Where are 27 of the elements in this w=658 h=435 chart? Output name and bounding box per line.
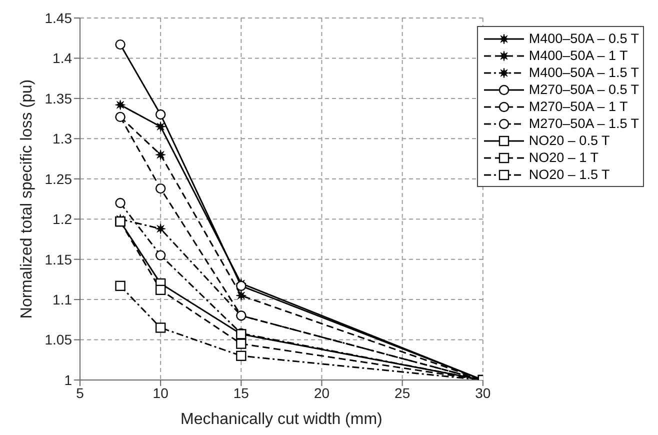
x-tick-label: 15 bbox=[233, 384, 250, 401]
legend-label: M400–50A – 1 T bbox=[528, 48, 628, 63]
x-tick-label: 30 bbox=[475, 384, 491, 401]
x-tick-label: 10 bbox=[152, 384, 169, 401]
y-tick-label: 1.3 bbox=[52, 130, 72, 147]
x-tick-label: 20 bbox=[314, 384, 330, 401]
legend-label: M270–50A – 1 T bbox=[528, 99, 628, 114]
legend-label: M400–50A – 0.5 T bbox=[528, 31, 639, 46]
y-tick-label: 1.2 bbox=[52, 211, 72, 228]
legend-label: NO20 – 1.5 T bbox=[528, 167, 610, 182]
legend-label: M270–50A – 1.5 T bbox=[528, 116, 639, 131]
x-tick-label: 5 bbox=[76, 384, 84, 401]
y-tick-label: 1.45 bbox=[44, 10, 72, 26]
y-tick-label: 1.35 bbox=[44, 90, 72, 106]
y-tick-label: 1.15 bbox=[44, 251, 72, 268]
x-tick-label: 25 bbox=[394, 384, 410, 401]
x-axis-title: Mechanically cut width (mm) bbox=[180, 411, 382, 428]
y-axis-title: Normalized total specific loss (pu) bbox=[18, 79, 36, 319]
y-tick-label: 1.1 bbox=[52, 292, 72, 308]
legend-label: M270–50A – 0.5 T bbox=[528, 82, 639, 97]
legend-label: NO20 – 0.5 T bbox=[528, 133, 610, 148]
y-tick-label: 1.4 bbox=[52, 50, 72, 66]
legend-label: M400–50A – 1.5 T bbox=[528, 65, 639, 80]
legend-label: NO20 – 1 T bbox=[528, 150, 598, 165]
y-tick-label: 1 bbox=[64, 372, 72, 388]
y-tick-label: 1.05 bbox=[44, 332, 72, 348]
y-tick-label: 1.25 bbox=[44, 170, 72, 187]
